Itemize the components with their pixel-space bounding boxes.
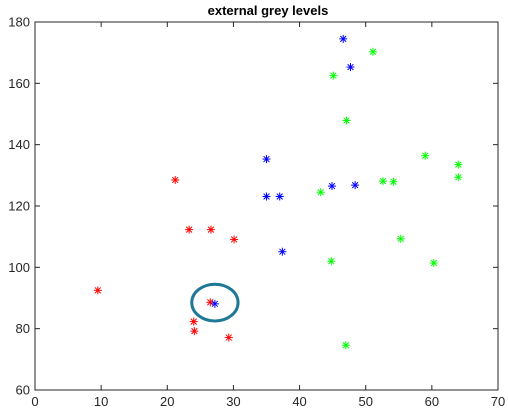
data-point bbox=[429, 259, 438, 268]
data-point bbox=[341, 341, 350, 350]
data-point bbox=[185, 225, 194, 234]
x-tick-label: 0 bbox=[31, 394, 38, 409]
y-tick-label: 140 bbox=[8, 137, 30, 152]
x-tick-label: 40 bbox=[292, 394, 306, 409]
axis-layer: 0 10 20 30 40 50 60 70 60 80 100 120 140 160 180 bbox=[8, 15, 505, 410]
data-point bbox=[171, 175, 180, 184]
data-point bbox=[189, 317, 198, 326]
data-point bbox=[368, 47, 377, 56]
marks-layer bbox=[93, 34, 463, 350]
data-point bbox=[262, 192, 271, 201]
data-point bbox=[378, 177, 387, 186]
data-point bbox=[206, 225, 215, 234]
plot-frame bbox=[34, 21, 499, 391]
series-0 bbox=[93, 175, 239, 342]
y-tick-label: 80 bbox=[16, 321, 30, 336]
data-point bbox=[389, 177, 398, 186]
y-tick-label: 120 bbox=[8, 199, 30, 214]
x-tick-label: 10 bbox=[94, 394, 108, 409]
data-point bbox=[93, 286, 102, 295]
series-2 bbox=[316, 47, 463, 350]
data-point bbox=[454, 173, 463, 182]
data-point bbox=[224, 333, 233, 342]
data-point bbox=[454, 160, 463, 169]
data-point bbox=[327, 257, 336, 266]
y-tick-label: 100 bbox=[8, 260, 30, 275]
data-point bbox=[278, 247, 287, 256]
data-point bbox=[210, 299, 219, 308]
data-point bbox=[275, 192, 284, 201]
x-tick-label: 60 bbox=[425, 394, 439, 409]
data-point bbox=[342, 116, 351, 125]
data-point bbox=[339, 34, 348, 43]
data-point bbox=[262, 155, 271, 164]
y-tick-label: 60 bbox=[16, 383, 30, 398]
series-1 bbox=[210, 34, 360, 308]
data-point bbox=[190, 327, 199, 336]
chart-title: external grey levels bbox=[208, 3, 329, 18]
data-point bbox=[327, 182, 336, 191]
data-point bbox=[329, 71, 338, 80]
x-tick-label: 20 bbox=[160, 394, 174, 409]
data-point bbox=[351, 181, 360, 190]
data-point bbox=[230, 235, 239, 244]
data-point bbox=[421, 151, 430, 160]
x-tick-label: 50 bbox=[358, 394, 372, 409]
data-point bbox=[346, 63, 355, 72]
y-tick-label: 180 bbox=[8, 15, 30, 30]
data-point bbox=[316, 188, 325, 197]
x-tick-label: 30 bbox=[226, 394, 240, 409]
y-tick-label: 160 bbox=[8, 76, 30, 91]
highlight-ellipse bbox=[190, 282, 240, 323]
data-point bbox=[396, 234, 405, 243]
x-tick-label: 70 bbox=[491, 394, 505, 409]
